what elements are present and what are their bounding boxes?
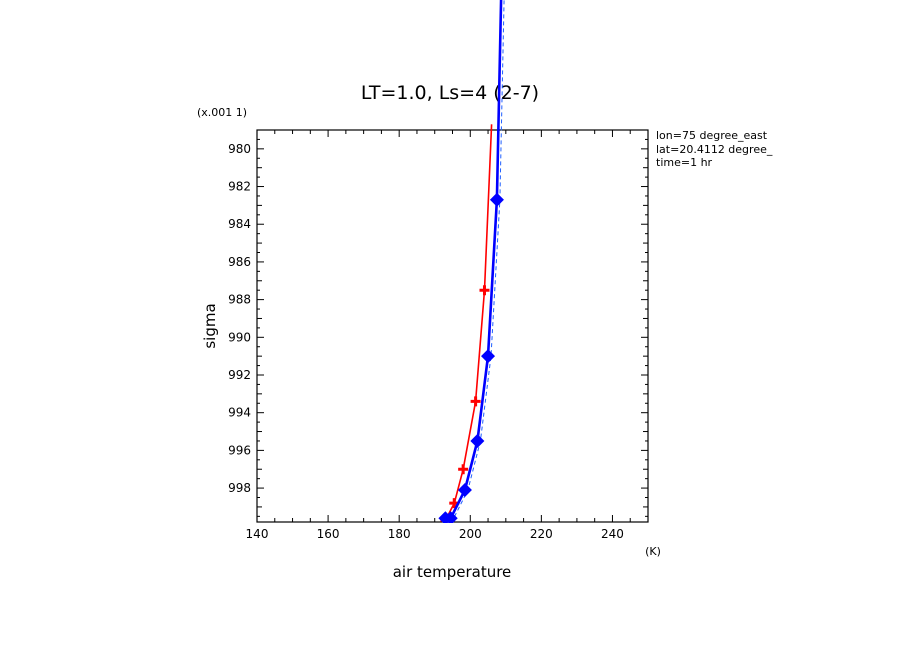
axis-ticks: 140 160 180 200 220 240 980 982 984 986 988 990 992 9… (228, 129, 649, 541)
x-axis-label: air temperature (393, 563, 512, 581)
y-tick-label: 988 (228, 293, 251, 307)
data-point (457, 482, 472, 497)
x-unit-label: (K) (645, 545, 661, 558)
chart-title: LT=1.0, Ls=4 (2-7) (361, 82, 539, 104)
x-tick-label: 160 (317, 527, 340, 541)
y-tick-label: 992 (228, 368, 251, 382)
info-time: time=1 hr (656, 156, 713, 169)
y-tick-label: 994 (228, 406, 251, 420)
y-tick-label: 996 (228, 443, 251, 457)
data-point (458, 464, 469, 475)
x-tick-label: 220 (530, 527, 553, 541)
data-point (443, 511, 458, 523)
data-point (470, 433, 485, 448)
data-point (489, 192, 504, 207)
y-tick-label: 986 (228, 255, 251, 269)
y-tick-label: 998 (228, 481, 251, 495)
data-point (479, 285, 490, 296)
data-point (470, 396, 481, 407)
y-axis-label: sigma (201, 303, 219, 348)
series-layer (438, 0, 505, 523)
y-tick-label: 982 (228, 180, 251, 194)
y-unit-label: (x.001 1) (197, 106, 247, 119)
x-tick-label: 140 (246, 527, 269, 541)
x-tick-label: 180 (388, 527, 411, 541)
x-tick-label: 240 (601, 527, 624, 541)
data-point (481, 349, 496, 364)
y-tick-label: 990 (228, 330, 251, 344)
x-tick-label: 200 (459, 527, 482, 541)
info-lat: lat=20.4112 degree_ (656, 143, 773, 156)
info-lon: lon=75 degree_east (656, 129, 768, 142)
y-tick-label: 980 (228, 142, 251, 156)
y-tick-label: 984 (228, 217, 251, 231)
